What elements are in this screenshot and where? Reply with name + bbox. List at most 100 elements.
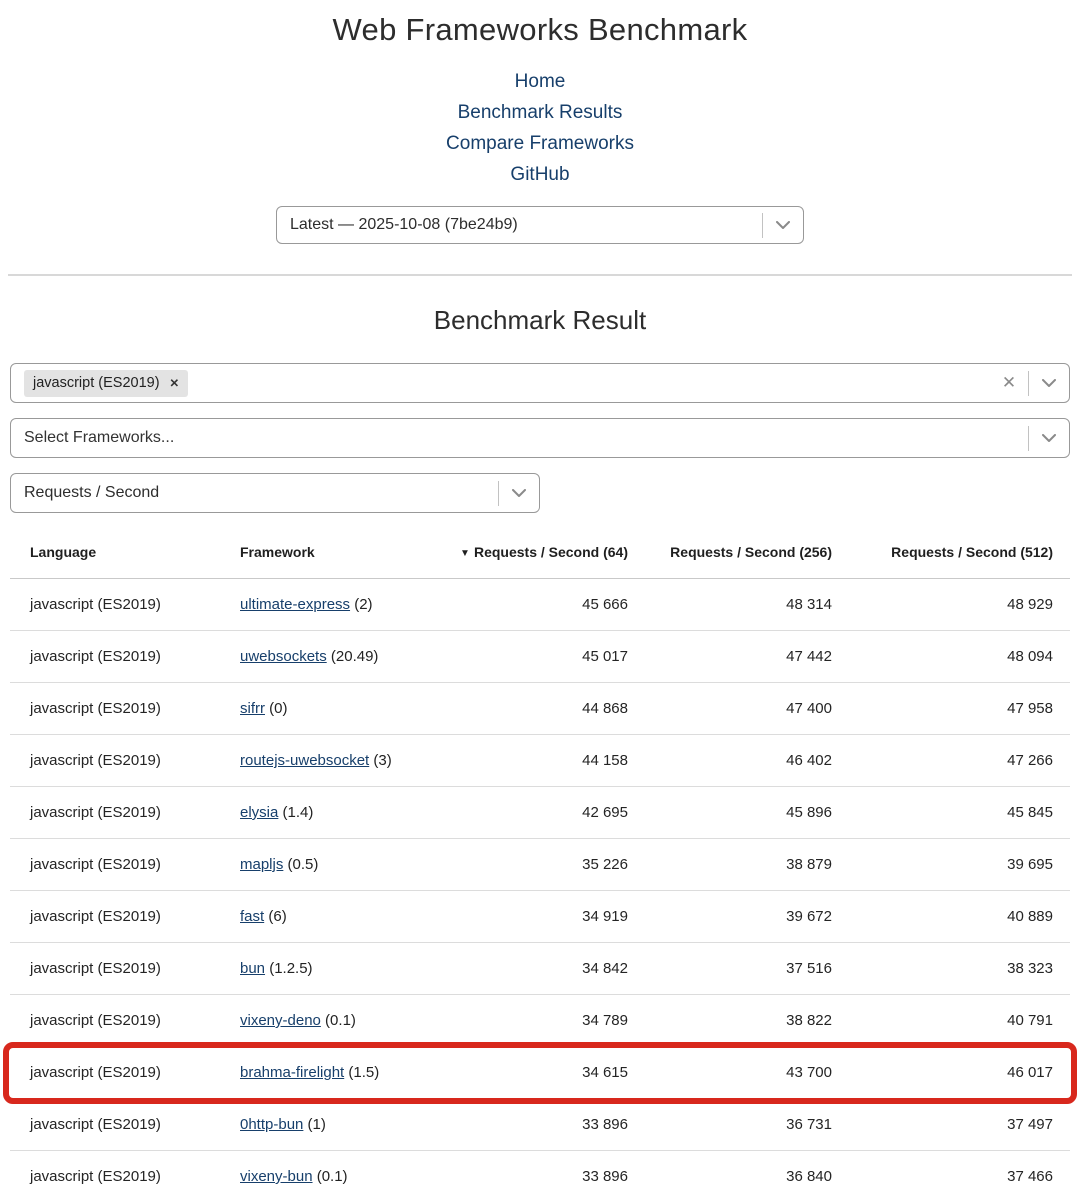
value-cell-0: 44 868	[450, 682, 628, 735]
framework-link[interactable]: 0http-bun	[240, 1116, 304, 1133]
nav-link-benchmark-results[interactable]: Benchmark Results	[457, 102, 623, 123]
column-header-0[interactable]: Language	[10, 528, 220, 579]
remove-tag-icon[interactable]: ✕	[169, 377, 180, 390]
framework-select-placeholder: Select Frameworks...	[24, 429, 175, 446]
framework-cell: uwebsockets (20.49)	[220, 630, 450, 683]
framework-version: (1.2.5)	[265, 960, 313, 977]
column-header-3[interactable]: Requests / Second (256)	[628, 528, 832, 579]
language-cell: javascript (ES2019)	[10, 682, 220, 735]
chevron-down-icon[interactable]	[499, 488, 539, 498]
benchmark-version-value: Latest — 2025-10-08 (7be24b9)	[290, 216, 518, 233]
value-cell-0: 35 226	[450, 838, 628, 891]
benchmark-version-select[interactable]: Latest — 2025-10-08 (7be24b9)	[276, 206, 804, 244]
framework-link[interactable]: ultimate-express	[240, 596, 351, 613]
framework-link[interactable]: mapljs	[240, 856, 284, 873]
value-cell-2: 40 889	[832, 890, 1070, 943]
value-cell-0: 45 017	[450, 630, 628, 683]
results-table-wrap: Language Framework ▼ Requests / Second (64)…	[3, 528, 1077, 1202]
table-row: javascript (ES2019) vixeny-bun (0.1) 33 89…	[10, 1151, 1070, 1203]
framework-link[interactable]: bun	[240, 960, 266, 977]
framework-link[interactable]: elysia	[240, 804, 279, 821]
value-cell-0: 33 896	[450, 1098, 628, 1151]
value-cell-0: 33 896	[582, 1168, 628, 1185]
framework-version: (6)	[264, 908, 287, 925]
table-row: javascript (ES2019) vixeny-deno (0.1) 34 7…	[10, 994, 1070, 1047]
value-cell-1: 39 672	[628, 890, 832, 943]
select-divider	[498, 480, 499, 506]
table-row: javascript (ES2019) mapljs (0.5) 35 226 38 …	[10, 838, 1070, 891]
select-divider	[762, 212, 763, 238]
value-cell-0: 34 789	[450, 994, 628, 1047]
framework-version: (1.5)	[344, 1064, 380, 1081]
value-cell-2: 48 929	[832, 578, 1070, 631]
table-row: javascript (ES2019) ultimate-express (2) 4…	[10, 578, 1070, 631]
section-title: Benchmark Result	[433, 305, 647, 335]
value-cell-0: 45 666	[450, 578, 628, 631]
metric-select[interactable]: Requests / Second	[10, 473, 540, 513]
value-cell-1: 48 314	[628, 578, 832, 631]
value-cell-1: 38 879	[628, 838, 832, 891]
framework-link[interactable]: brahma-firelight	[240, 1064, 345, 1081]
nav-link-compare-frameworks[interactable]: Compare Frameworks	[446, 133, 634, 154]
value-cell-1: 46 402	[628, 734, 832, 787]
framework-link[interactable]: vixeny-bun	[240, 1168, 313, 1185]
table-row: javascript (ES2019) 0http-bun (1) 33 896 36…	[10, 1098, 1070, 1151]
value-cell-1: 47 442	[628, 630, 832, 683]
nav-link-github[interactable]: GitHub	[510, 164, 570, 185]
framework-link[interactable]: fast	[240, 908, 265, 925]
nav-link-home[interactable]: Home	[514, 71, 566, 92]
language-cell: javascript (ES2019)	[10, 734, 220, 787]
column-header-1[interactable]: Framework	[220, 528, 450, 579]
value-cell-0: 34 615	[450, 1046, 628, 1099]
metric-select-value: Requests / Second	[24, 484, 160, 501]
chevron-down-icon[interactable]	[1029, 433, 1069, 443]
language-cell: javascript (ES2019)	[10, 1046, 220, 1099]
framework-version: (2)	[350, 596, 373, 613]
framework-multiselect[interactable]: Select Frameworks...	[10, 418, 1070, 458]
value-cell-2: 47 958	[832, 682, 1070, 735]
value-cell-1: 36 731	[628, 1098, 832, 1151]
value-cell-2: 38 323	[832, 942, 1070, 995]
framework-link[interactable]: uwebsockets	[240, 648, 327, 665]
value-cell-2: 37 497	[832, 1098, 1070, 1151]
language-cell: javascript (ES2019)	[10, 890, 220, 943]
framework-link[interactable]: sifrr	[240, 700, 265, 717]
framework-version: (0)	[265, 700, 288, 717]
table-body: javascript (ES2019) ultimate-express (2) 4…	[10, 578, 1070, 1203]
framework-version: (20.49)	[326, 648, 379, 665]
framework-cell: vixeny-bun (0.1)	[220, 1151, 450, 1203]
column-header-4[interactable]: Requests / Second (512)	[832, 528, 1070, 579]
value-cell-2: 46 017	[832, 1046, 1070, 1099]
framework-version: (0.1)	[320, 1012, 356, 1029]
main-nav: Home Benchmark Results Compare Framework…	[0, 66, 1080, 190]
language-multiselect[interactable]: javascript (ES2019) ✕ ✕	[10, 363, 1070, 403]
chevron-down-icon[interactable]	[1029, 378, 1069, 388]
framework-cell: 0http-bun (1)	[220, 1098, 450, 1151]
framework-link[interactable]: routejs-uwebsocket	[240, 752, 370, 769]
language-cell: javascript (ES2019)	[30, 1168, 161, 1185]
table-row: javascript (ES2019) sifrr (0) 44 868 47 400…	[10, 682, 1070, 735]
value-cell-2: 48 094	[832, 630, 1070, 683]
framework-cell: ultimate-express (2)	[220, 578, 450, 631]
value-cell-0: 34 919	[450, 890, 628, 943]
select-divider	[1028, 425, 1029, 451]
language-cell: javascript (ES2019)	[10, 1098, 220, 1151]
framework-cell: brahma-firelight (1.5)	[220, 1046, 450, 1099]
benchmark-results-table: Language Framework ▼ Requests / Second (64)…	[10, 528, 1070, 1202]
value-cell-1: 37 516	[628, 942, 832, 995]
column-header-2[interactable]: ▼ Requests / Second (64)	[450, 528, 628, 579]
value-cell-2: 45 845	[832, 786, 1070, 839]
language-cell: javascript (ES2019)	[10, 942, 220, 995]
clear-selection-icon[interactable]: ✕	[1001, 373, 1017, 392]
chevron-down-icon[interactable]	[763, 220, 803, 230]
value-cell-2: 39 695	[832, 838, 1070, 891]
framework-cell: vixeny-deno (0.1)	[220, 994, 450, 1047]
selected-language-label: javascript (ES2019)	[33, 374, 160, 391]
value-cell-2: 37 466	[1007, 1168, 1053, 1185]
page-title: Web Frameworks Benchmark	[332, 12, 748, 47]
framework-link[interactable]: vixeny-deno	[240, 1012, 321, 1029]
language-cell: javascript (ES2019)	[10, 838, 220, 891]
framework-version: (0.1)	[312, 1168, 348, 1185]
framework-cell: bun (1.2.5)	[220, 942, 450, 995]
table-row: javascript (ES2019) fast (6) 34 919 39 672 4…	[10, 890, 1070, 943]
